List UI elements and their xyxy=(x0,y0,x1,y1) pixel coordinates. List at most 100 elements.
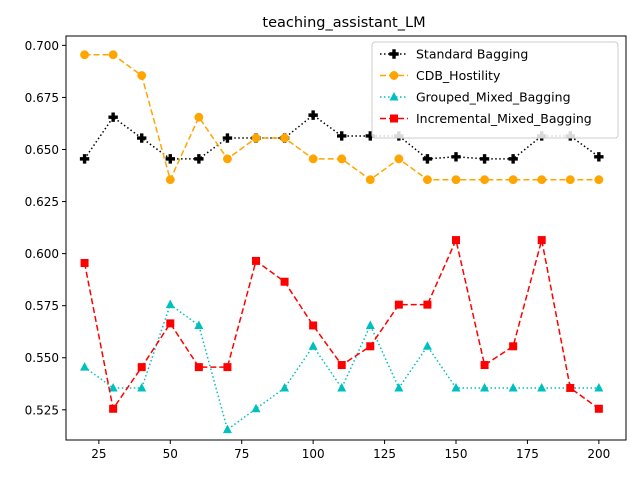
data-point xyxy=(251,133,261,143)
data-point xyxy=(108,382,118,392)
data-point xyxy=(480,382,490,392)
data-point xyxy=(366,342,375,351)
data-point xyxy=(394,300,403,309)
legend: Standard Bagging CDB_Hostility Grouped_Mix… xyxy=(371,41,619,139)
legend-label: Incremental_Mixed_Bagging xyxy=(416,111,592,126)
data-point xyxy=(165,154,175,164)
legend-marker xyxy=(389,92,399,101)
x-tick-label: 100 xyxy=(302,447,325,461)
data-point xyxy=(594,404,603,413)
x-tick-label: 75 xyxy=(234,447,249,461)
data-point xyxy=(537,236,546,245)
data-point xyxy=(108,112,118,122)
legend-entry: Standard Bagging xyxy=(380,47,528,62)
x-tick-label: 25 xyxy=(91,447,106,461)
series-3 xyxy=(80,299,604,434)
data-point xyxy=(79,154,90,164)
data-point xyxy=(166,319,175,328)
y-tick-label: 0.625 xyxy=(25,195,59,209)
data-point xyxy=(422,175,432,185)
data-point xyxy=(422,154,433,164)
legend-label: Grouped_Mixed_Bagging xyxy=(416,90,571,105)
data-point xyxy=(109,404,118,413)
data-point xyxy=(537,175,547,185)
data-point xyxy=(565,175,575,185)
legend-label: CDB_Hostility xyxy=(416,68,501,83)
y-tick-label: 0.525 xyxy=(25,403,59,417)
legend-marker xyxy=(389,49,399,59)
y-tick-label: 0.700 xyxy=(25,39,59,53)
legend-entry: Incremental_Mixed_Bagging xyxy=(380,111,592,126)
x-tick-label: 150 xyxy=(445,447,468,461)
data-point xyxy=(337,154,347,164)
y-tick-label: 0.650 xyxy=(25,143,59,157)
x-tick-label: 125 xyxy=(373,447,396,461)
legend-entry: CDB_Hostility xyxy=(380,68,501,83)
data-point xyxy=(508,175,518,185)
data-point xyxy=(194,320,204,329)
data-point xyxy=(566,383,575,392)
series-2 xyxy=(80,50,604,185)
y-tick-label: 0.600 xyxy=(25,247,59,261)
data-point xyxy=(108,50,118,60)
data-point xyxy=(223,363,232,372)
legend-label: Standard Bagging xyxy=(416,47,528,62)
data-point xyxy=(594,152,604,162)
data-point xyxy=(80,50,90,60)
x-tick-label: 200 xyxy=(587,447,610,461)
data-point xyxy=(508,382,518,392)
data-point xyxy=(452,236,460,245)
data-point xyxy=(165,299,175,309)
data-point xyxy=(451,152,461,162)
data-point xyxy=(194,154,204,164)
y-tick-label: 0.575 xyxy=(25,299,59,313)
data-point xyxy=(251,403,261,413)
axes: 25 50 75 100 125 150 175 200 0.525 0.550 0.575 0.60… xyxy=(25,35,627,461)
data-point xyxy=(252,256,260,265)
legend-entry: Grouped_Mixed_Bagging xyxy=(380,90,571,105)
data-point xyxy=(594,382,604,392)
y-tick-label: 0.675 xyxy=(25,91,59,105)
data-point xyxy=(594,175,604,185)
data-point xyxy=(80,258,89,267)
data-point xyxy=(280,382,290,392)
series-4 xyxy=(80,236,603,413)
data-point xyxy=(480,361,489,370)
plot-area xyxy=(79,50,604,434)
data-point xyxy=(422,341,432,350)
data-point xyxy=(509,342,518,351)
data-point xyxy=(337,361,346,370)
data-point xyxy=(537,382,547,392)
data-point xyxy=(394,154,404,164)
data-point xyxy=(394,382,404,392)
x-tick-label: 50 xyxy=(163,447,178,461)
data-point xyxy=(222,133,233,143)
y-tick-label: 0.550 xyxy=(25,351,59,365)
data-point xyxy=(137,363,146,372)
data-point xyxy=(365,175,375,185)
chart-title: teaching_assistant_LM xyxy=(262,15,425,31)
data-point xyxy=(480,175,490,185)
data-point xyxy=(137,382,147,392)
data-point xyxy=(451,382,461,392)
axes-frame xyxy=(65,35,627,441)
legend-marker xyxy=(389,71,399,80)
x-tick-label: 175 xyxy=(516,447,539,461)
data-point xyxy=(508,154,518,164)
data-point xyxy=(194,112,204,122)
data-point xyxy=(451,175,461,185)
data-point xyxy=(308,110,318,120)
data-point xyxy=(337,382,347,392)
data-point xyxy=(137,71,147,81)
data-point xyxy=(194,363,203,372)
data-point xyxy=(280,133,290,143)
legend-marker xyxy=(390,114,398,123)
legend-box xyxy=(371,41,619,139)
data-point xyxy=(80,362,90,371)
data-point xyxy=(423,300,432,309)
data-point xyxy=(280,277,289,286)
data-point xyxy=(165,175,175,185)
data-point xyxy=(222,424,232,434)
data-point xyxy=(337,131,347,141)
